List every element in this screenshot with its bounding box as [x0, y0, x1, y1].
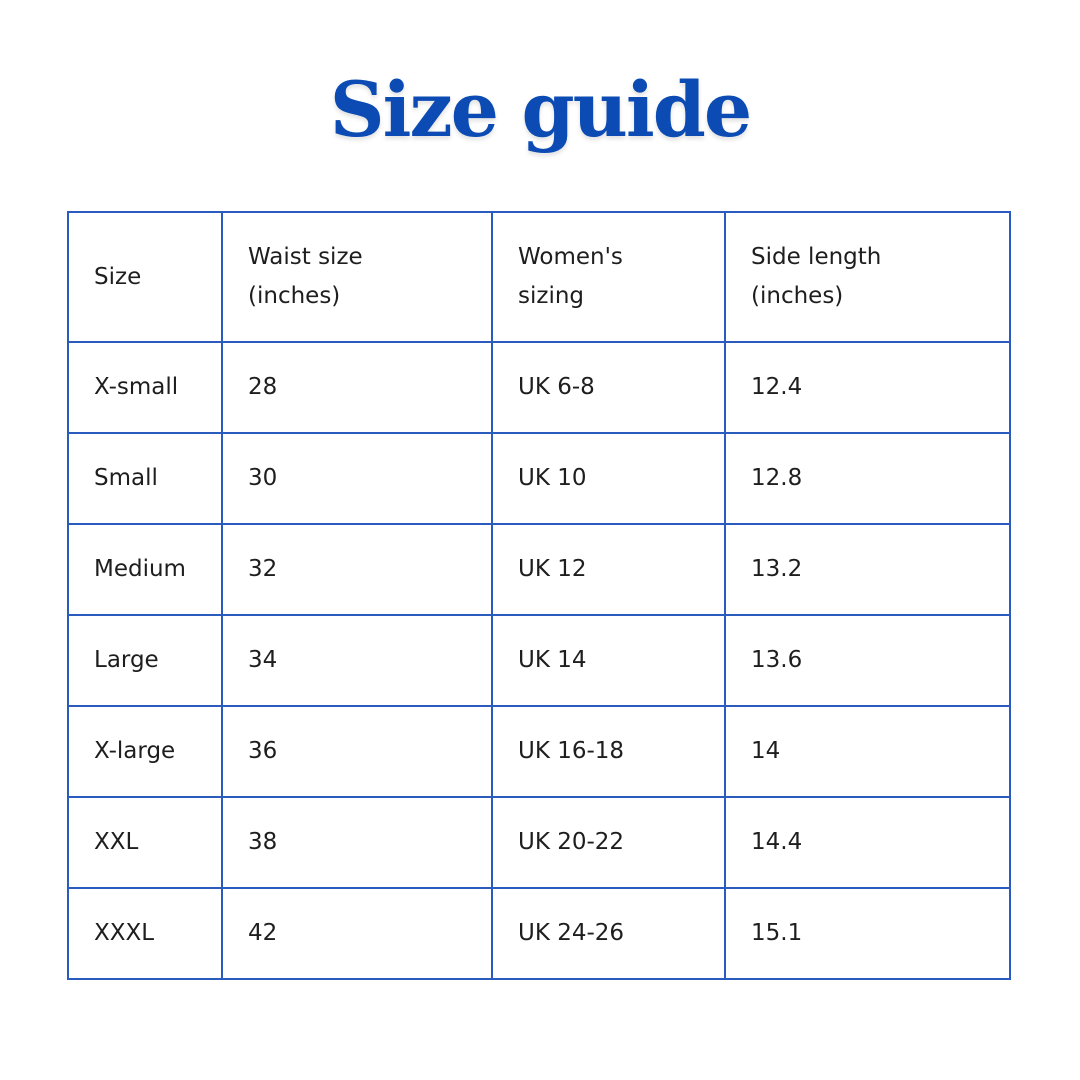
table-cell: 13.6 [724, 614, 1011, 707]
table-cell: 15.1 [724, 887, 1011, 980]
table-row: XXL 38 UK 20-22 14.4 [67, 796, 1011, 889]
table-row: X-large 36 UK 16-18 14 [67, 705, 1011, 798]
table-row: Large 34 UK 14 13.6 [67, 614, 1011, 707]
table-row: Small 30 UK 10 12.8 [67, 432, 1011, 525]
table-cell: UK 6-8 [491, 341, 726, 434]
table-row: XXXL 42 UK 24-26 15.1 [67, 887, 1011, 980]
table-cell: 38 [221, 796, 493, 889]
table-cell: 13.2 [724, 523, 1011, 616]
table-cell: 36 [221, 705, 493, 798]
table-cell: Large [67, 614, 223, 707]
header-text: Waist size [248, 244, 363, 270]
table-cell: 14 [724, 705, 1011, 798]
table-cell: XXXL [67, 887, 223, 980]
header-text: Side length [751, 244, 882, 270]
table-cell: Small [67, 432, 223, 525]
table-cell: 12.4 [724, 341, 1011, 434]
page-title: Size guide [329, 65, 753, 154]
table-cell: UK 10 [491, 432, 726, 525]
table-cell: 30 [221, 432, 493, 525]
header-cell: Side length (inches) [724, 211, 1011, 343]
table-cell: 28 [221, 341, 493, 434]
header-cell: Size [67, 211, 223, 343]
size-guide-table: Size Waist size (inches) Women's sizing Si… [67, 211, 1011, 980]
table-cell: UK 20-22 [491, 796, 726, 889]
table-cell: UK 12 [491, 523, 726, 616]
header-text: Size [94, 263, 142, 290]
table-row: X-small 28 UK 6-8 12.4 [67, 341, 1011, 434]
table-cell: UK 24-26 [491, 887, 726, 980]
header-text: Women's [518, 244, 623, 270]
header-text: (inches) [751, 283, 844, 309]
table-cell: 12.8 [724, 432, 1011, 525]
table-cell: 34 [221, 614, 493, 707]
table-cell: XXL [67, 796, 223, 889]
table-cell: 14.4 [724, 796, 1011, 889]
header-text: sizing [518, 283, 585, 309]
table-cell: X-small [67, 341, 223, 434]
table-row: Medium 32 UK 12 13.2 [67, 523, 1011, 616]
header-cell: Women's sizing [491, 211, 726, 343]
header-text: (inches) [248, 283, 341, 309]
table-cell: 32 [221, 523, 493, 616]
table-cell: 42 [221, 887, 493, 980]
table-cell: Medium [67, 523, 223, 616]
table-cell: X-large [67, 705, 223, 798]
header-cell: Waist size (inches) [221, 211, 493, 343]
table-cell: UK 16-18 [491, 705, 726, 798]
table-cell: UK 14 [491, 614, 726, 707]
header-row: Size Waist size (inches) Women's sizing Si… [67, 211, 1011, 343]
